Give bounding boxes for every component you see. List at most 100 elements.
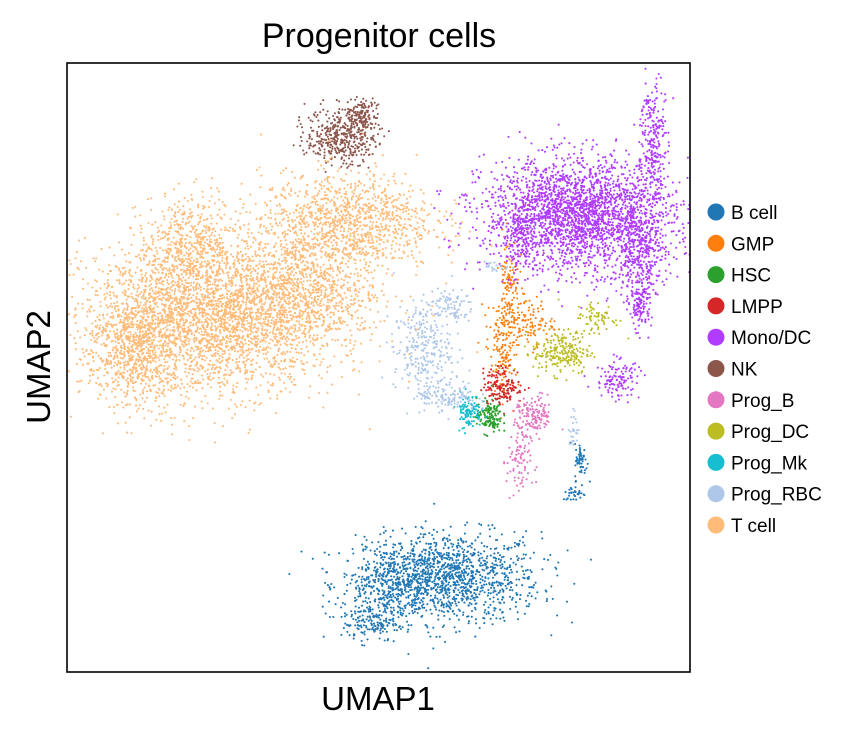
point — [554, 271, 558, 274]
point — [332, 615, 335, 619]
point — [363, 584, 366, 587]
point — [490, 171, 493, 174]
point — [583, 244, 586, 247]
point — [618, 225, 621, 228]
point — [487, 386, 490, 389]
point — [664, 207, 667, 210]
point — [605, 237, 608, 240]
point — [532, 162, 535, 165]
point — [394, 543, 397, 546]
point — [455, 579, 459, 582]
point — [613, 189, 616, 192]
point — [590, 256, 594, 259]
point — [355, 598, 358, 601]
point — [536, 307, 540, 310]
point — [517, 327, 521, 330]
point — [419, 584, 423, 587]
point — [431, 587, 435, 590]
point — [442, 624, 446, 627]
point — [510, 311, 514, 314]
point — [520, 287, 524, 290]
point — [628, 169, 631, 172]
point — [366, 601, 369, 604]
point — [529, 313, 532, 316]
point — [587, 220, 590, 223]
point — [438, 569, 441, 572]
point — [436, 597, 439, 600]
point — [537, 217, 540, 220]
point — [541, 537, 544, 540]
point — [527, 236, 530, 239]
point — [410, 575, 413, 578]
point — [452, 562, 455, 565]
point — [489, 569, 492, 572]
point — [493, 383, 496, 386]
point — [481, 239, 484, 242]
point — [503, 273, 506, 276]
point — [646, 192, 649, 195]
point — [557, 178, 560, 181]
point — [440, 568, 443, 571]
point — [428, 563, 431, 566]
point — [515, 179, 519, 182]
point — [575, 197, 578, 201]
point — [443, 238, 446, 241]
point — [391, 567, 395, 570]
point — [400, 569, 403, 573]
point — [407, 624, 410, 627]
point — [353, 599, 357, 602]
point — [543, 259, 546, 262]
point — [541, 270, 544, 273]
point — [636, 164, 639, 167]
point — [545, 232, 548, 235]
point — [596, 181, 599, 185]
point — [590, 210, 593, 213]
point — [505, 260, 508, 263]
point — [378, 621, 381, 625]
point — [504, 576, 507, 579]
point — [506, 382, 509, 385]
point — [580, 237, 583, 240]
point — [562, 198, 565, 201]
point — [614, 199, 617, 203]
point — [687, 208, 690, 211]
point — [481, 422, 484, 425]
point — [416, 563, 419, 566]
point — [552, 176, 555, 179]
point — [499, 389, 502, 392]
point — [588, 480, 591, 483]
point — [481, 579, 484, 582]
point — [517, 344, 520, 347]
point — [516, 244, 519, 247]
point — [654, 240, 657, 243]
point — [381, 630, 384, 633]
point — [422, 548, 425, 551]
point — [445, 575, 448, 578]
point — [360, 581, 363, 584]
point — [575, 448, 578, 451]
point — [485, 583, 488, 586]
point — [619, 219, 622, 222]
point — [370, 622, 373, 625]
point — [487, 588, 490, 592]
point — [605, 171, 608, 174]
point — [678, 181, 681, 184]
point — [533, 221, 536, 224]
point — [544, 211, 547, 214]
point — [591, 218, 594, 222]
point — [489, 592, 492, 595]
point — [531, 171, 534, 174]
point — [424, 520, 427, 523]
point — [393, 550, 396, 553]
point — [444, 588, 447, 592]
point — [364, 591, 367, 594]
point — [378, 598, 381, 601]
point — [451, 575, 454, 578]
point — [526, 197, 529, 200]
point — [624, 216, 627, 219]
point — [470, 561, 473, 564]
point — [288, 572, 291, 576]
point — [568, 142, 571, 145]
point — [502, 376, 505, 379]
point — [570, 236, 573, 239]
